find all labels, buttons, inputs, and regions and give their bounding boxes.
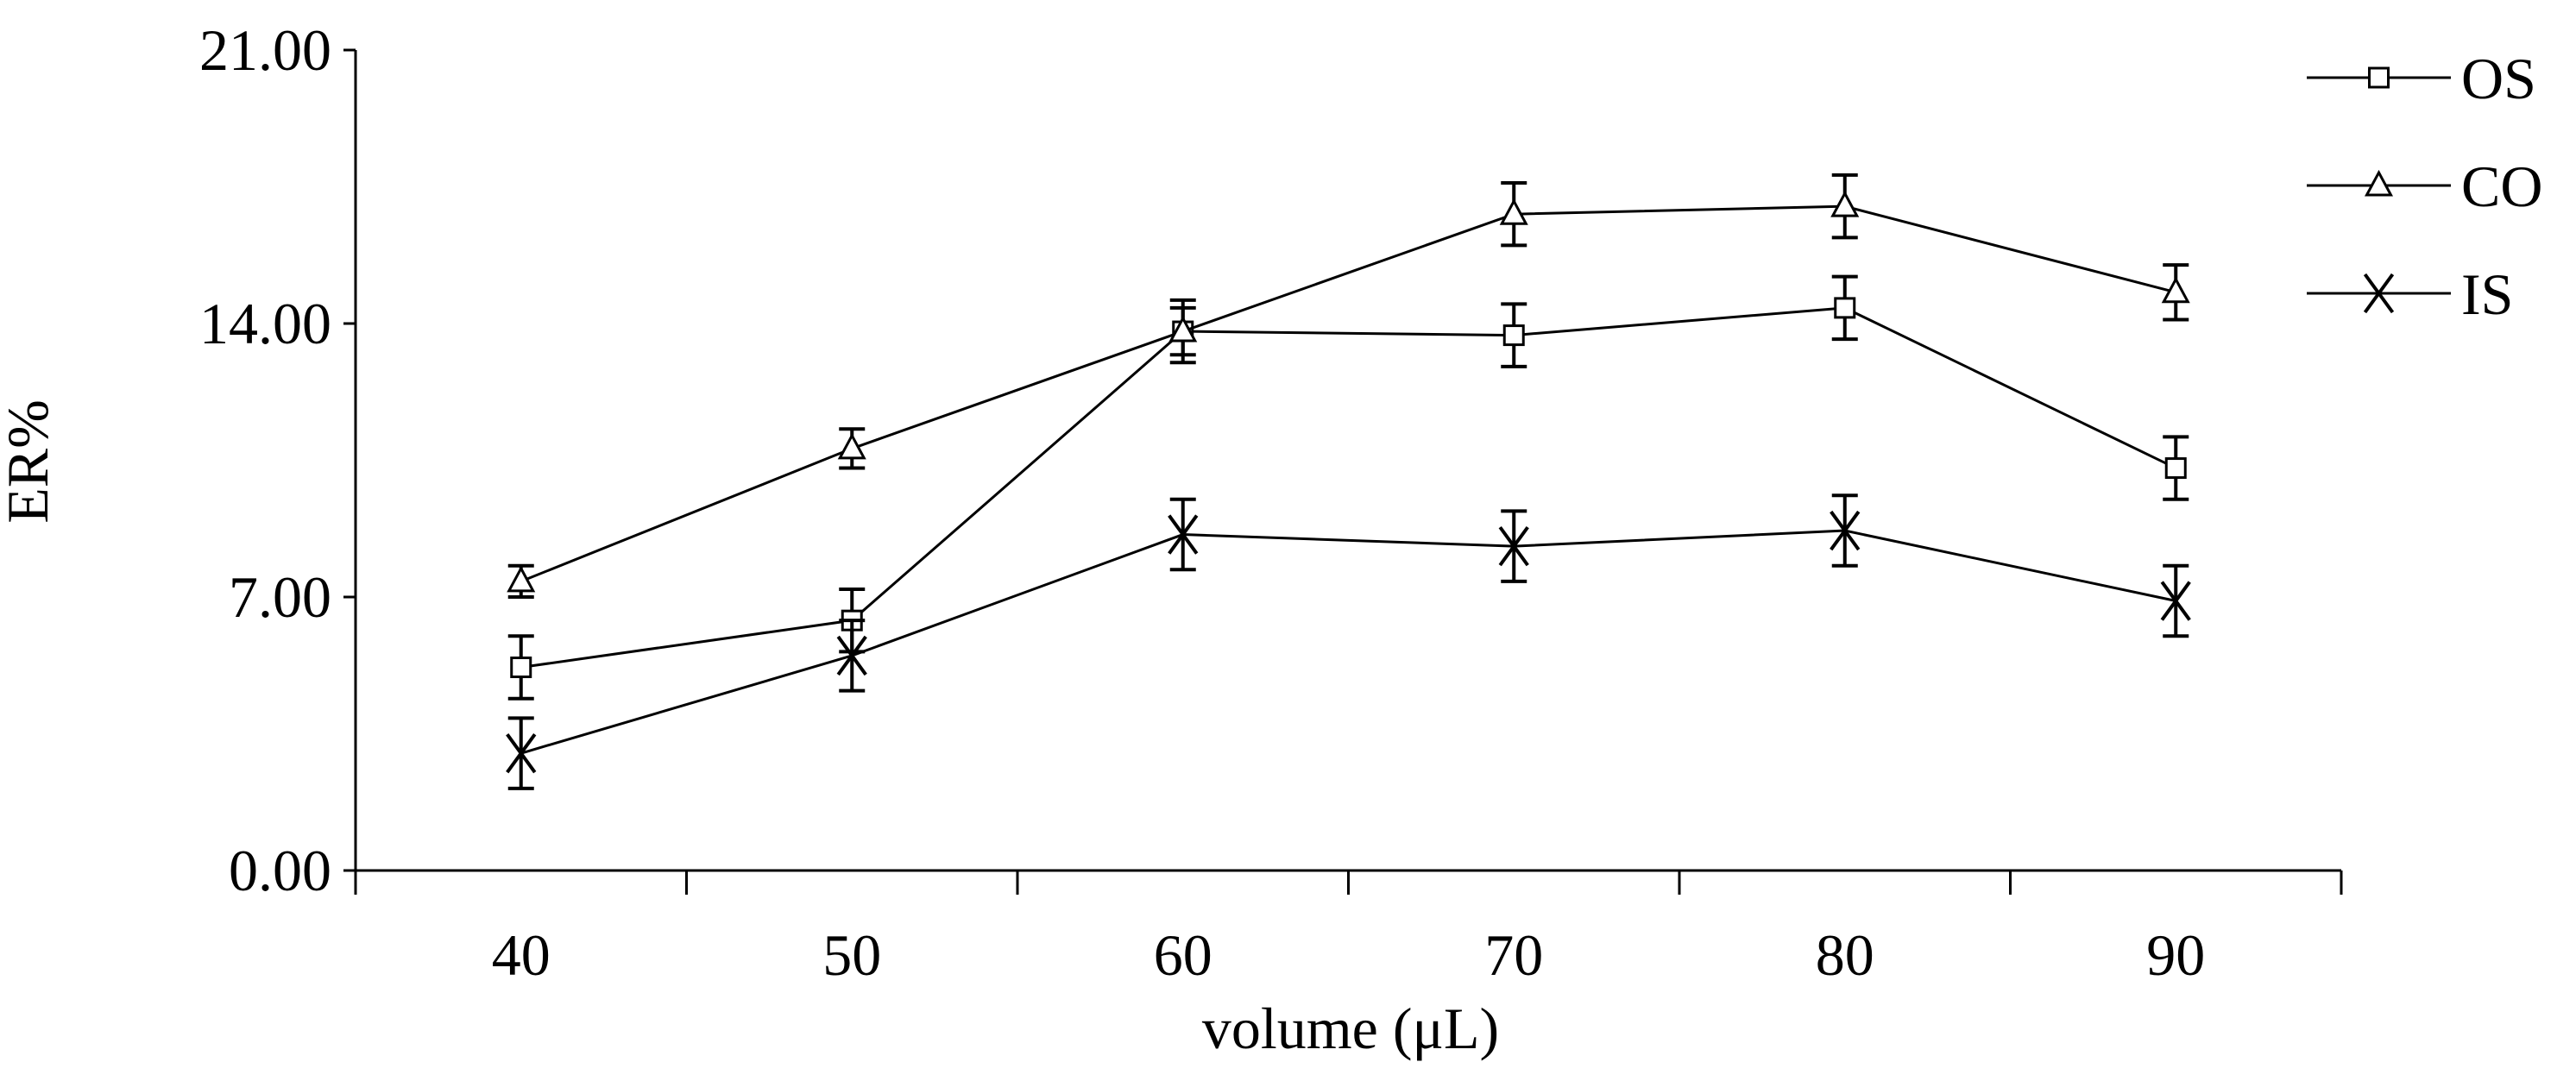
legend-marker xyxy=(2363,273,2395,314)
data-point-co xyxy=(507,565,536,593)
data-point-is xyxy=(2160,581,2191,621)
y-tick-labels: 0.00 7.00 14.00 21.00 xyxy=(199,17,331,903)
x-tick-labels: 40 50 60 70 80 90 xyxy=(492,922,2206,988)
x-tick-label: 70 xyxy=(1484,922,1543,988)
series-line-is xyxy=(520,529,2176,755)
data-point-os xyxy=(2164,457,2187,480)
series-layer xyxy=(506,173,2191,790)
series-co xyxy=(507,173,2190,599)
marker-stroke xyxy=(2363,273,2395,314)
marker-stroke xyxy=(2160,581,2191,621)
series-is xyxy=(506,493,2191,790)
legend-marker xyxy=(2364,169,2394,197)
marker-stroke xyxy=(506,732,537,774)
marker-stroke xyxy=(836,635,867,676)
data-point-co xyxy=(837,432,866,460)
axes xyxy=(343,48,2343,895)
x-tick-label: 90 xyxy=(2146,922,2205,988)
data-point-is xyxy=(836,635,867,676)
legend-label: CO xyxy=(2461,154,2542,219)
legend: OS CO IS xyxy=(2307,46,2542,327)
y-tick-label: 21.00 xyxy=(199,17,331,83)
data-point-co xyxy=(1830,190,1860,217)
x-tick-label: 40 xyxy=(492,922,551,988)
data-point-os xyxy=(1834,297,1856,319)
y-axis-title: ER% xyxy=(0,399,60,524)
series-os xyxy=(507,274,2189,701)
y-tick-label: 0.00 xyxy=(229,838,331,903)
y-tick-label: 14.00 xyxy=(199,291,331,356)
legend-label: IS xyxy=(2461,261,2513,327)
data-point-is xyxy=(1498,525,1529,567)
series-line-os xyxy=(520,306,2176,669)
data-point-is xyxy=(506,732,537,774)
data-point-co xyxy=(1499,198,1528,225)
data-point-co xyxy=(1168,315,1198,343)
legend-item-co: CO xyxy=(2307,154,2542,219)
series-line-co xyxy=(520,204,2176,583)
x-tick-label: 80 xyxy=(1816,922,1874,988)
x-tick-label: 50 xyxy=(822,922,881,988)
data-point-os xyxy=(510,657,532,679)
x-tick-label: 60 xyxy=(1154,922,1212,988)
marker-stroke xyxy=(1498,525,1529,567)
legend-label: OS xyxy=(2461,46,2536,111)
x-axis-title: volume (μL) xyxy=(1202,996,1499,1061)
data-point-is xyxy=(1168,514,1199,555)
legend-item-os: OS xyxy=(2307,46,2536,111)
legend-marker xyxy=(2368,66,2390,89)
marker-stroke xyxy=(1168,514,1199,555)
data-point-is xyxy=(1830,510,1861,551)
marker-stroke xyxy=(1830,510,1861,551)
legend-item-is: IS xyxy=(2307,261,2513,327)
data-point-co xyxy=(2161,276,2190,304)
data-point-os xyxy=(1502,324,1525,347)
y-tick-label: 7.00 xyxy=(229,564,331,630)
